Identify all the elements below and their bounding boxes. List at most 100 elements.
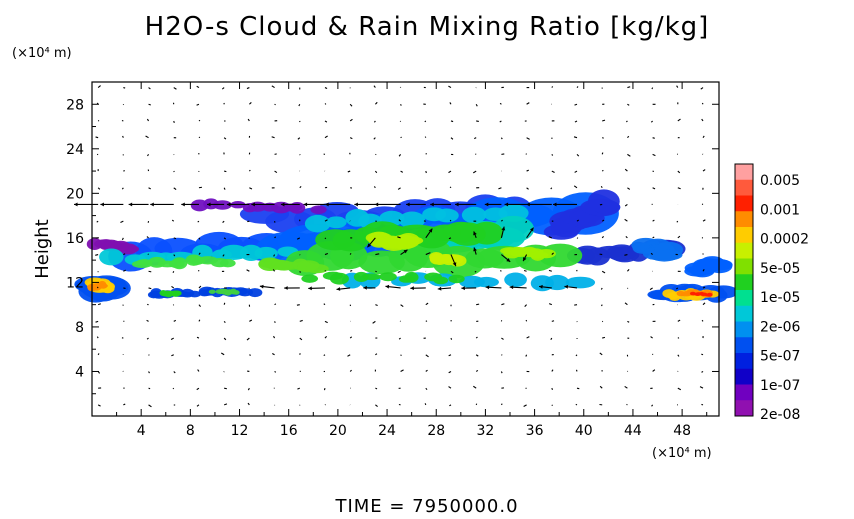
wind-vector xyxy=(347,354,351,357)
wind-vector xyxy=(476,303,480,306)
field-blob xyxy=(213,200,232,210)
wind-vector-head xyxy=(406,202,410,207)
wind-vector xyxy=(400,104,402,106)
wind-vector xyxy=(627,187,631,190)
field-blob xyxy=(98,280,107,288)
wind-vector xyxy=(223,337,227,341)
wind-vector xyxy=(650,336,653,339)
field-blob xyxy=(124,245,140,253)
wind-vector xyxy=(198,304,201,307)
wind-vector xyxy=(323,303,326,306)
wind-vector xyxy=(652,137,655,139)
colorbar-label: 1e-05 xyxy=(760,290,800,306)
field-blob xyxy=(473,276,499,288)
wind-vector xyxy=(323,354,326,357)
wind-vector xyxy=(425,170,427,174)
wind-vector xyxy=(701,371,704,373)
wind-vector xyxy=(702,286,706,289)
field-blob xyxy=(159,290,167,296)
wind-vector-head xyxy=(325,202,329,207)
wind-vector-head xyxy=(437,286,442,291)
wind-vector xyxy=(498,187,502,190)
wind-vector xyxy=(274,170,278,173)
wind-vector xyxy=(627,153,631,157)
wind-vector xyxy=(624,385,628,389)
wind-vector xyxy=(551,170,555,173)
field-blob xyxy=(448,274,465,284)
wind-vector xyxy=(627,86,631,89)
wind-vector xyxy=(425,369,428,372)
wind-vector-head xyxy=(564,284,569,289)
wind-vector xyxy=(173,319,177,322)
wind-vector xyxy=(223,137,227,140)
wind-vector xyxy=(299,319,303,322)
wind-vector xyxy=(274,303,277,306)
wind-vector xyxy=(198,186,203,189)
wind-vector xyxy=(601,152,604,155)
wind-vector-head xyxy=(303,202,308,207)
wind-vector xyxy=(349,118,353,122)
field-blob xyxy=(289,202,306,214)
wind-vector xyxy=(373,186,376,189)
wind-vector xyxy=(624,302,628,306)
field-blob xyxy=(398,211,426,229)
wind-vector xyxy=(425,387,428,391)
wind-vector-head xyxy=(336,287,341,291)
wind-vector xyxy=(148,404,152,408)
wind-vector-head xyxy=(485,285,490,290)
wind-vector xyxy=(626,268,630,272)
wind-vector xyxy=(347,170,351,173)
x-tick-label: 44 xyxy=(624,423,642,439)
wind-vector xyxy=(677,170,681,174)
wind-vector xyxy=(246,337,250,341)
wind-vector xyxy=(248,102,252,105)
wind-vector-field xyxy=(74,85,706,408)
field-blob xyxy=(545,274,570,291)
wind-vector xyxy=(576,219,579,222)
field-blob xyxy=(136,259,153,267)
colorbar-label: 2e-06 xyxy=(760,319,800,335)
wind-vector xyxy=(650,120,654,123)
wind-vector xyxy=(324,252,329,256)
wind-vector xyxy=(600,287,603,290)
wind-vector xyxy=(548,269,552,272)
wind-vector xyxy=(96,220,99,223)
wind-vector xyxy=(601,235,605,239)
wind-vector xyxy=(702,135,705,138)
wind-vector xyxy=(247,118,250,122)
wind-vector xyxy=(274,371,277,373)
wind-vector xyxy=(172,271,175,273)
wind-vector xyxy=(95,320,99,323)
wind-vector xyxy=(475,104,478,107)
wind-vector xyxy=(324,320,328,324)
wind-vector xyxy=(702,302,706,306)
wind-vector xyxy=(122,135,124,138)
wind-vector xyxy=(170,337,175,340)
colorbar-swatch xyxy=(735,290,753,307)
wind-vector xyxy=(196,103,200,106)
wind-vector xyxy=(274,321,276,324)
colorbar-swatch xyxy=(735,242,753,259)
wind-vector xyxy=(400,304,404,308)
wind-vector xyxy=(247,402,250,406)
wind-vector xyxy=(298,104,301,107)
wind-vector xyxy=(397,236,401,239)
wind-vector xyxy=(324,87,328,89)
wind-vector xyxy=(448,370,452,374)
wind-vector xyxy=(601,219,605,222)
colorbar-label: 5e-07 xyxy=(760,349,800,365)
wind-vector xyxy=(551,154,554,156)
wind-vector-head xyxy=(100,202,104,207)
colorbar-swatch xyxy=(735,227,753,244)
wind-vector xyxy=(171,219,175,222)
field-blob xyxy=(492,215,535,243)
wind-vector xyxy=(574,170,578,173)
x-tick-label: 36 xyxy=(526,423,544,439)
wind-vector xyxy=(97,85,101,88)
wind-vector xyxy=(373,137,376,140)
wind-vector xyxy=(198,354,201,357)
x-tick-label: 4 xyxy=(137,423,146,439)
wind-vector xyxy=(324,120,328,123)
wind-vector xyxy=(297,387,300,390)
wind-vector xyxy=(198,252,201,255)
